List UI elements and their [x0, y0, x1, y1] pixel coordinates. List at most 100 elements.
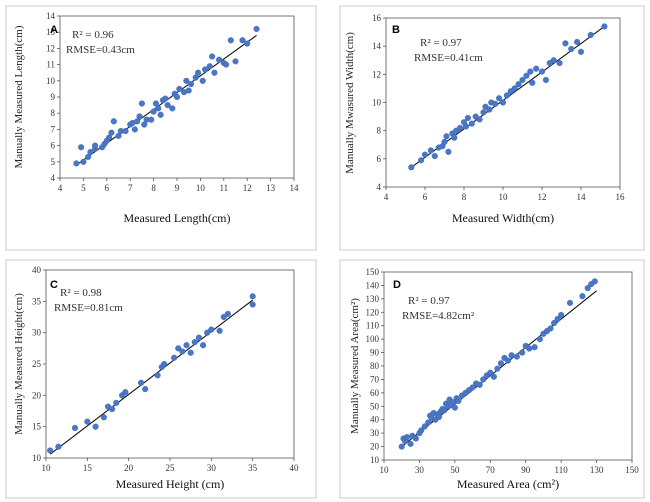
data-point	[216, 327, 223, 334]
data-point	[71, 424, 78, 431]
panel-card	[5, 5, 317, 251]
data-point	[566, 299, 574, 306]
data-point	[199, 77, 206, 84]
y-tick-label: 4	[377, 182, 382, 192]
data-point	[577, 48, 585, 55]
y-tick-label: 12	[46, 43, 55, 53]
y-tick-label: 13	[46, 27, 56, 37]
data-point	[155, 105, 162, 112]
data-point	[227, 37, 234, 44]
y-tick-label: 8	[377, 126, 382, 136]
x-tick-label: 35	[248, 463, 258, 473]
x-tick-label: 13	[266, 183, 276, 193]
y-tick-label: 12	[372, 69, 381, 79]
data-point	[421, 151, 429, 158]
data-point	[462, 123, 470, 130]
y-axis-label: Manually Measured Height(cm)	[13, 293, 25, 435]
regression-line	[49, 299, 253, 455]
r-squared-label: R² = 0.96	[72, 29, 114, 41]
y-tick-label: 140	[366, 280, 380, 290]
x-tick-label: 130	[590, 465, 604, 475]
data-point	[110, 118, 117, 125]
data-point	[431, 152, 438, 160]
x-tick-label: 16	[616, 192, 626, 202]
data-point	[73, 160, 80, 167]
data-point	[192, 74, 199, 81]
data-point	[408, 164, 415, 171]
data-point	[84, 418, 91, 425]
data-point	[204, 329, 211, 336]
data-point	[538, 68, 546, 75]
x-tick-label: 14	[290, 183, 300, 193]
data-point	[152, 100, 159, 107]
data-point	[208, 326, 215, 333]
data-point	[547, 325, 554, 332]
data-point	[92, 423, 99, 430]
data-point	[224, 310, 231, 317]
data-point	[574, 38, 581, 45]
y-tick-label: 130	[366, 294, 380, 304]
data-point	[445, 148, 452, 155]
data-point	[154, 372, 161, 379]
y-tick-label: 35	[32, 296, 42, 306]
data-point	[216, 56, 223, 63]
x-tick-label: 15	[83, 463, 93, 473]
y-tick-label: 10	[46, 76, 56, 86]
data-point	[47, 447, 54, 454]
data-point	[425, 419, 432, 426]
data-point	[527, 68, 534, 75]
x-axis-label: Measured Width(cm)	[452, 211, 554, 225]
data-point	[209, 53, 216, 60]
y-tick-label: 80	[370, 361, 380, 371]
data-point	[136, 113, 143, 120]
rmse-label: RMSE=0.41cm	[414, 52, 483, 64]
y-tick-label: 6	[51, 141, 56, 151]
data-point	[480, 376, 487, 383]
data-point	[134, 118, 141, 125]
data-point	[407, 440, 414, 447]
x-tick-label: 11	[219, 183, 228, 193]
y-tick-label: 40	[370, 415, 380, 425]
data-point	[253, 25, 260, 33]
data-point	[85, 153, 92, 160]
data-point	[476, 116, 483, 123]
data-point	[398, 443, 405, 450]
scatter-panel-d: 10 30 50 70 90 110 130 150 10 20 30 40 50 60 70 80 90 100…	[339, 259, 645, 499]
y-tick-label: 100	[366, 334, 380, 344]
data-point	[519, 76, 526, 84]
y-tick-label: 90	[370, 348, 380, 358]
data-point	[515, 81, 522, 88]
rmse-label: RMSE=4.82cm²	[402, 310, 475, 322]
scatter-panel-b: 4 6 8 10 12 14 16 4 6 8 10 12 14 16 B R² = 0.97 RMSE=0.4…	[339, 5, 645, 251]
x-tick-label: 20	[124, 463, 134, 473]
data-point	[455, 397, 462, 404]
data-point	[244, 40, 251, 47]
x-tick-label: 30	[415, 465, 425, 475]
y-axis-label: Manually Measured Area(cm²)	[349, 298, 361, 434]
y-tick-label: 150	[366, 267, 380, 277]
data-point	[403, 434, 411, 441]
data-point	[421, 423, 428, 430]
data-point	[435, 413, 442, 421]
data-point	[441, 407, 448, 414]
y-tick-label: 9	[51, 92, 56, 102]
x-tick-label: 4	[384, 192, 389, 202]
data-point	[150, 108, 157, 115]
data-point	[162, 95, 169, 102]
panel-card	[339, 5, 645, 251]
data-point	[496, 95, 503, 102]
data-point	[464, 114, 471, 122]
panel-card	[5, 259, 317, 499]
data-point	[490, 373, 497, 380]
data-point	[80, 158, 87, 165]
y-tick-label: 40	[32, 265, 42, 275]
data-point	[183, 77, 190, 84]
data-point	[122, 389, 129, 396]
x-tick-label: 8	[462, 192, 467, 202]
data-point	[480, 109, 487, 116]
data-point	[457, 124, 464, 131]
data-point	[173, 93, 181, 101]
data-point	[476, 381, 483, 388]
data-point	[451, 134, 458, 141]
